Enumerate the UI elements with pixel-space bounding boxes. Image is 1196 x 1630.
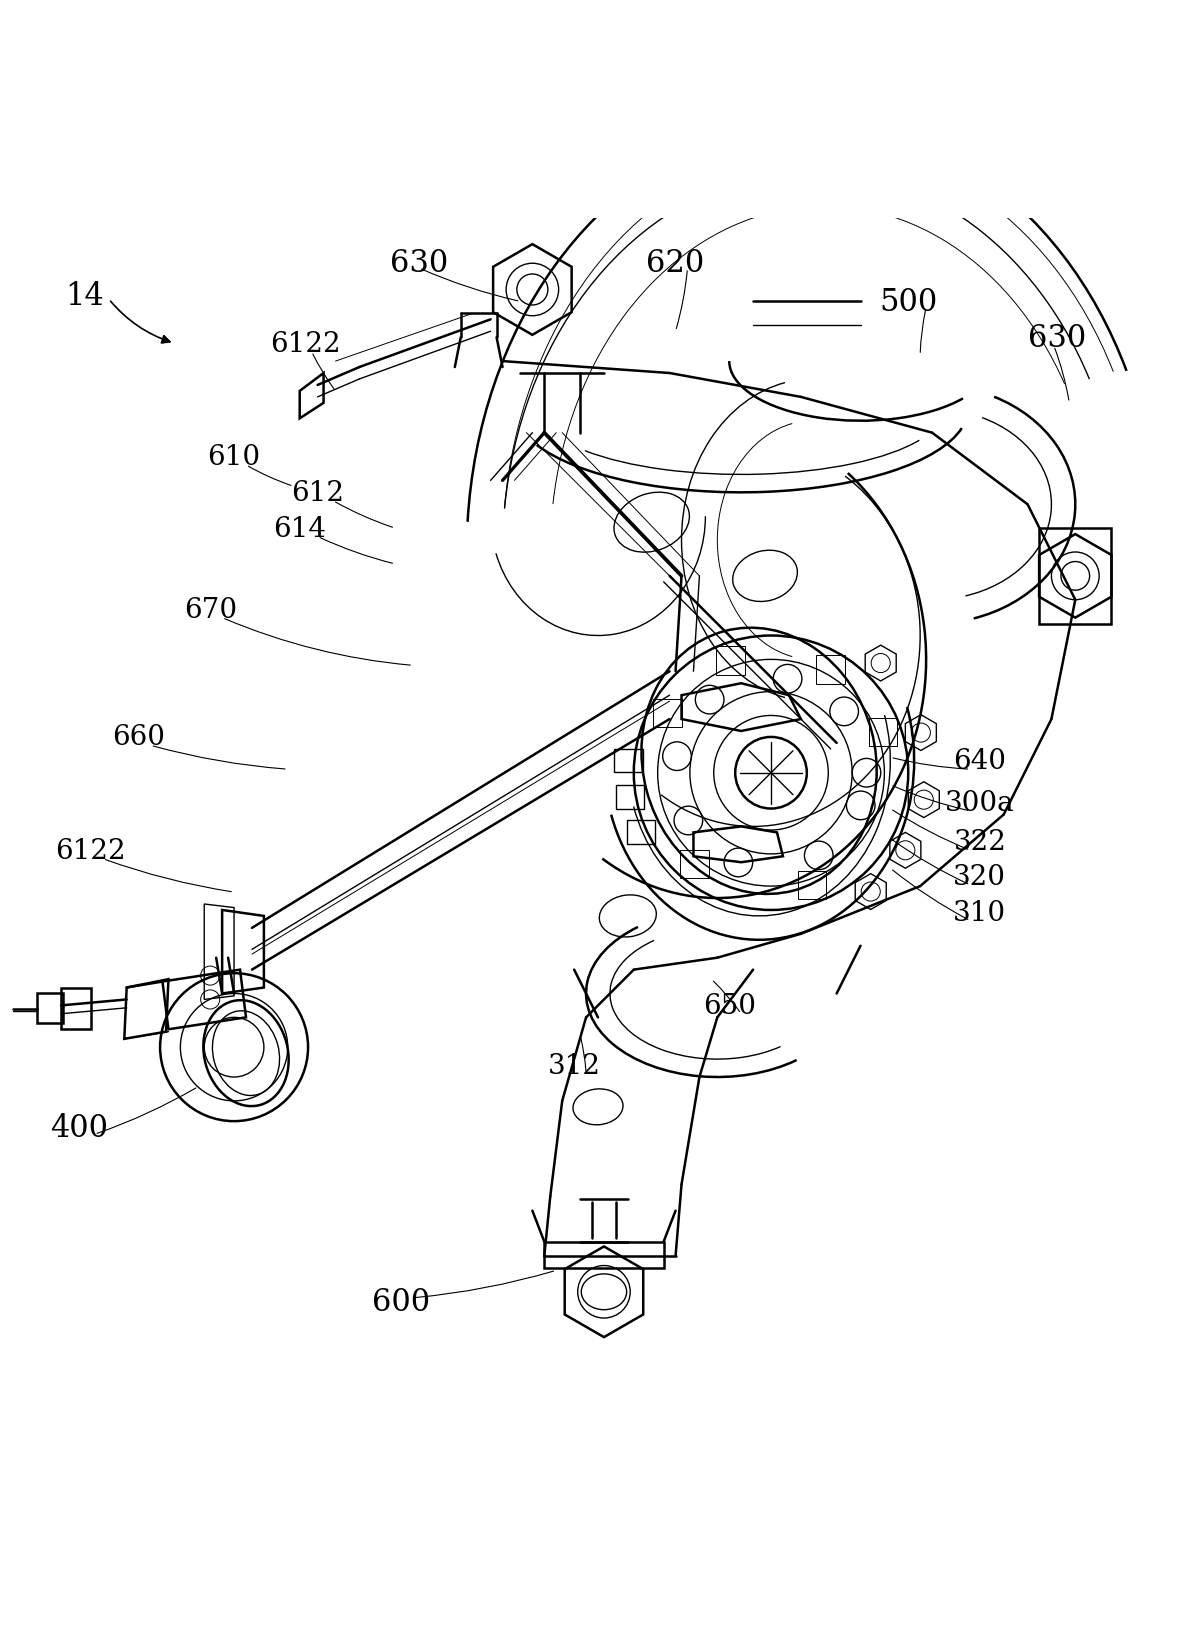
- Text: 14: 14: [66, 280, 104, 311]
- Text: 614: 614: [273, 515, 327, 543]
- Text: 312: 312: [548, 1051, 600, 1079]
- Text: 612: 612: [291, 479, 344, 507]
- Text: 620: 620: [646, 248, 704, 279]
- Text: 310: 310: [953, 900, 1006, 926]
- Text: 400: 400: [50, 1112, 108, 1143]
- Text: 322: 322: [953, 830, 1006, 856]
- Text: 610: 610: [207, 443, 261, 471]
- Text: 300a: 300a: [945, 789, 1014, 817]
- Text: 500: 500: [879, 287, 938, 318]
- Text: 670: 670: [184, 597, 237, 623]
- Text: 630: 630: [1029, 323, 1086, 354]
- Text: 600: 600: [372, 1286, 431, 1317]
- Text: 660: 660: [112, 724, 165, 751]
- Text: 320: 320: [953, 864, 1006, 890]
- Text: 630: 630: [390, 248, 448, 279]
- Text: 650: 650: [703, 993, 756, 1019]
- Text: 6122: 6122: [55, 838, 127, 864]
- Text: 640: 640: [953, 748, 1006, 774]
- Text: 6122: 6122: [270, 331, 341, 357]
